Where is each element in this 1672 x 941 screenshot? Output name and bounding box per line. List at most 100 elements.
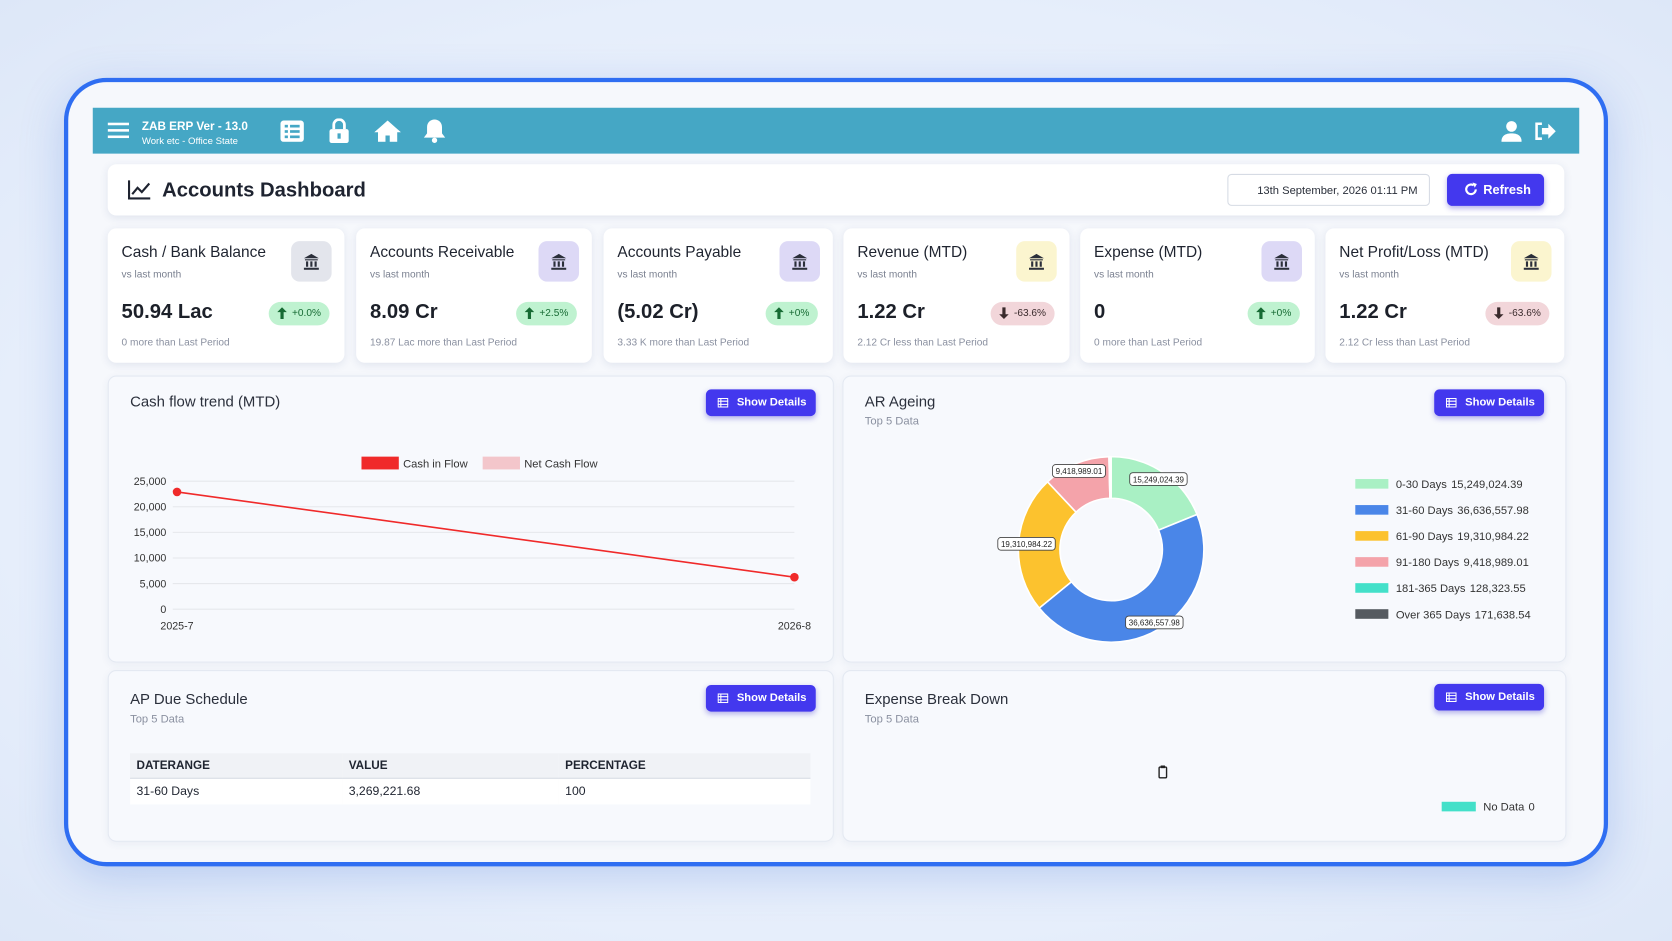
kpi-card: Expense (MTD) vs last month 0 0 more than L… xyxy=(1080,228,1315,363)
kpi-icon xyxy=(538,241,580,282)
refresh-icon xyxy=(1465,182,1477,196)
legend-swatch xyxy=(482,456,520,470)
panel-title: Cash flow trend (MTD) xyxy=(130,392,281,410)
bell-icon[interactable] xyxy=(423,118,446,143)
trend-arrow xyxy=(773,307,784,320)
kpi-value: 1.22 Cr xyxy=(1339,300,1407,324)
legend-label: Over 365 Days xyxy=(1396,609,1471,621)
legend-label: No Data xyxy=(1483,801,1525,813)
kpi-icon xyxy=(1510,241,1552,282)
kpi-title: Accounts Payable xyxy=(617,244,742,262)
show-details-button[interactable]: Show Details xyxy=(705,389,816,417)
app-subtitle: Work etc - Office State xyxy=(141,135,239,147)
slice-label: 19,310,984.22 xyxy=(997,537,1056,551)
kpi-change: -63.6% xyxy=(990,301,1055,326)
table-icon xyxy=(717,397,729,408)
list-icon[interactable] xyxy=(280,120,304,142)
menu-icon[interactable] xyxy=(107,122,130,139)
table-icon xyxy=(1445,692,1457,703)
table-header: DATERANGE VALUE PERCENTAGE xyxy=(130,753,811,779)
kpi-change-text: -63.6% xyxy=(1508,307,1541,320)
kpi-title: Revenue (MTD) xyxy=(857,244,968,262)
slice-label-text: 19,310,984.22 xyxy=(1001,540,1053,549)
kpi-title: Cash / Bank Balance xyxy=(121,244,266,262)
y-tick-label: 5,000 xyxy=(140,578,167,590)
y-tick-label: 25,000 xyxy=(134,476,167,488)
legend-value: 0 xyxy=(1529,801,1535,813)
legend-value: 128,323.55 xyxy=(1470,583,1526,595)
show-details-button[interactable]: Show Details xyxy=(1434,389,1545,417)
table-cell: 31-60 Days xyxy=(130,778,343,805)
kpi-change: +0.0% xyxy=(268,301,330,326)
show-details-button[interactable]: Show Details xyxy=(1434,683,1545,711)
table-icon xyxy=(1445,397,1457,408)
kpi-card: Net Profit/Loss (MTD) vs last month 1.22 C… xyxy=(1325,228,1565,363)
panel-subtitle: Top 5 Data xyxy=(864,415,919,428)
show-details-button[interactable]: Show Details xyxy=(705,684,816,712)
y-tick-label: 20,000 xyxy=(134,502,167,514)
logout-icon[interactable] xyxy=(1533,122,1556,141)
data-point xyxy=(172,487,182,497)
kpi-change-text: +0.0% xyxy=(291,307,321,320)
legend-value: 19,310,984.22 xyxy=(1457,531,1529,543)
kpi-change-text: -63.6% xyxy=(1013,307,1047,320)
kpi-note: 2.12 Cr less than Last Period xyxy=(857,337,988,349)
kpi-glyph xyxy=(303,253,319,270)
legend-swatch xyxy=(1355,557,1389,567)
expense-panel xyxy=(842,670,1567,842)
panel-title: Expense Break Down xyxy=(864,690,1009,708)
kpi-note: 19.87 Lac more than Last Period xyxy=(370,337,518,349)
kpi-card: Revenue (MTD) vs last month 1.22 Cr 2.12 Cr… xyxy=(843,228,1070,363)
slice-label-box xyxy=(997,537,1056,551)
kpi-change-text: +2.5% xyxy=(539,307,569,320)
empty-icon xyxy=(1158,766,1168,779)
series-line xyxy=(176,491,795,578)
kpi-caption: vs last month xyxy=(857,268,918,281)
kpi-title: Expense (MTD) xyxy=(1094,244,1203,262)
kpi-glyph xyxy=(1274,253,1290,270)
button-label: Show Details xyxy=(1465,690,1535,704)
kpi-caption: vs last month xyxy=(1094,268,1154,281)
legend-value: 36,636,557.98 xyxy=(1457,505,1529,517)
kpi-change: +0% xyxy=(765,301,818,326)
kpi-change: +0% xyxy=(1247,301,1300,326)
slice-label: 9,418,989.01 xyxy=(1052,464,1106,478)
slice-label-box xyxy=(1125,615,1184,630)
trend-arrow xyxy=(277,307,287,320)
lock-icon[interactable] xyxy=(328,118,349,143)
kpi-change: +2.5% xyxy=(515,301,577,326)
y-tick-label: 15,000 xyxy=(134,527,167,539)
refresh-button[interactable]: Refresh xyxy=(1447,173,1545,206)
trend-arrow xyxy=(524,307,535,320)
home-icon[interactable] xyxy=(374,119,401,142)
ap-table: DATERANGE VALUE PERCENTAGE 31-60 Days 3,269,… xyxy=(130,753,811,805)
user-icon[interactable] xyxy=(1501,121,1522,142)
kpi-caption: vs last month xyxy=(370,268,430,281)
slice-label: 36,636,557.98 xyxy=(1125,615,1184,630)
chart-icon xyxy=(127,180,151,200)
slice-label-box xyxy=(1129,472,1188,486)
kpi-value: 0 xyxy=(1094,300,1106,324)
kpi-glyph xyxy=(1523,253,1539,270)
y-tick-label: 10,000 xyxy=(134,553,167,565)
legend-swatch xyxy=(1355,531,1389,541)
page-title: Accounts Dashboard xyxy=(162,179,366,202)
trend-arrow xyxy=(1493,307,1504,320)
table-cell: 3,269,221.68 xyxy=(342,778,559,805)
kpi-icon xyxy=(1016,241,1057,282)
column-header: PERCENTAGE xyxy=(558,753,811,779)
datetime-field[interactable]: 13th September, 2026 01:11 PM xyxy=(1227,173,1430,206)
panel-subtitle: Top 5 Data xyxy=(864,712,919,726)
table-cell: 100 xyxy=(558,778,811,805)
kpi-card: Accounts Payable vs last month (5.02 Cr) 3.… xyxy=(603,228,833,363)
donut-slice xyxy=(1109,455,1112,500)
legend-label: 61-90 Days xyxy=(1396,531,1454,543)
legend-swatch xyxy=(361,456,399,470)
legend-value: 9,418,989.01 xyxy=(1464,557,1529,569)
table-row: 31-60 Days 3,269,221.68 100 xyxy=(130,778,811,805)
legend-swatch xyxy=(1441,801,1476,812)
kpi-change: -63.6% xyxy=(1485,301,1550,326)
